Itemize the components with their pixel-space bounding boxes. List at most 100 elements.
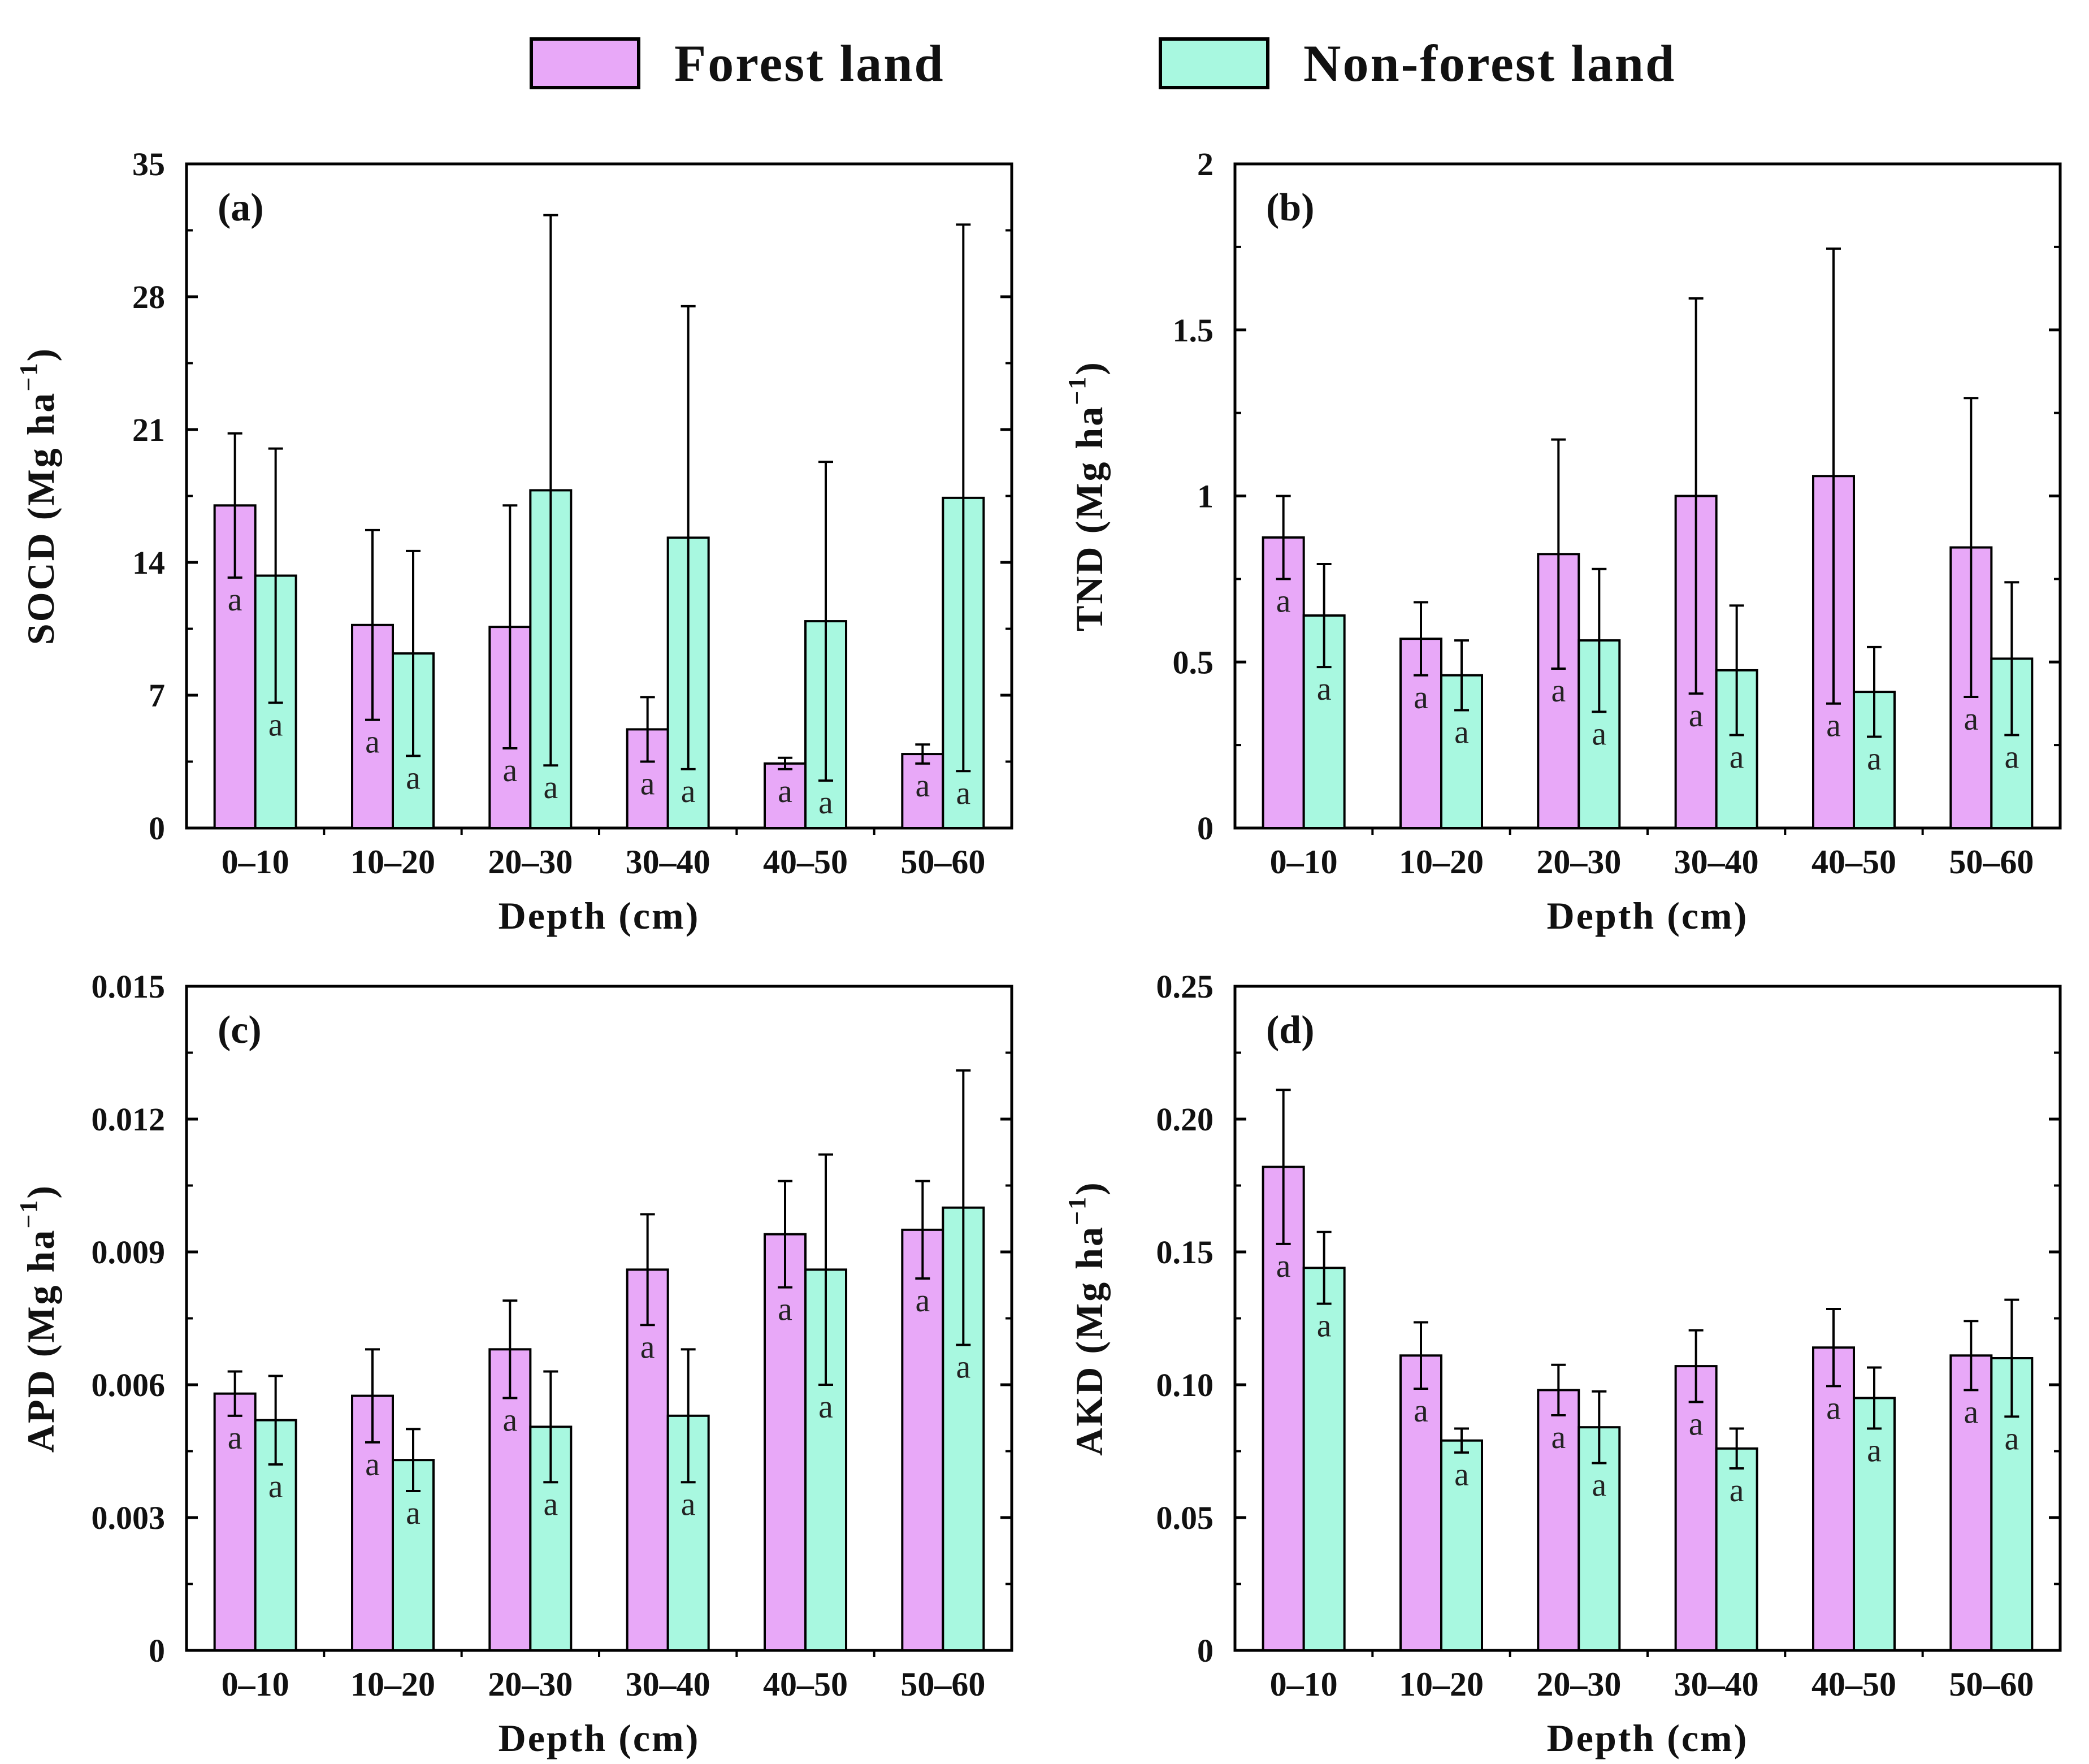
bar-forest [1262,536,1305,829]
bar-nonforest [1577,1426,1621,1652]
significance-letter: a [2004,1420,2019,1457]
x-axis-title: Depth (cm) [1547,1717,1749,1759]
significance-letter: a [956,1349,970,1385]
x-tick-label: 20–30 [1536,843,1621,881]
significance-letter: a [2004,739,2019,775]
x-tick-label: 50–60 [1949,1666,2034,1703]
y-tick-label: 0 [149,1632,165,1669]
x-tick-label: 30–40 [626,1666,710,1703]
significance-letter: a [1867,1432,1882,1469]
significance-letter: a [365,1446,380,1483]
chart-panel-2: 00.511.520–10 10–20 20–30 30–40 40–50 50–60aa… [1063,146,2062,937]
significance-letter: a [956,774,970,811]
significance-letter: a [1826,1389,1841,1426]
y-axis-title: AKD (Mg ha−1) [1063,1181,1111,1456]
y-tick-label: 0 [1197,1632,1213,1669]
bar-nonforest [1715,1447,1758,1652]
y-tick-label: 0.003 [92,1499,166,1536]
y-axis-title: APD (Mg ha−1) [15,1184,62,1453]
x-tick-label: 40–50 [763,1666,848,1703]
plot-frame [1233,985,2062,1652]
x-tick-label: 20–30 [488,843,573,881]
x-tick-label: 0–10 [1270,1666,1338,1703]
panel-label: (d) [1266,1008,1315,1052]
bar-forest [1949,1354,1993,1652]
significance-letter: a [406,1494,421,1531]
y-tick-label: 21 [132,411,165,448]
bar-nonforest [1853,1397,1896,1652]
legend-swatch-forest [530,37,640,89]
y-axis-title-exponent: −1 [1063,1195,1091,1225]
x-tick-label: 0–10 [222,843,289,881]
y-tick-label: 0.009 [92,1234,166,1271]
y-axis-title-close: ) [19,347,62,362]
significance-letter: a [1867,740,1882,777]
bar-forest [351,623,394,830]
significance-letter: a [681,1485,696,1522]
bar-forest [1399,1354,1442,1652]
significance-letter: a [502,752,517,788]
significance-letter: a [915,767,930,804]
bar-forest [1537,1389,1580,1652]
x-axis-title: Depth (cm) [499,894,700,937]
x-axis-title: Depth (cm) [1547,894,1749,937]
plot-frame [185,985,1013,1652]
panel-label: (b) [1266,186,1315,229]
y-tick-label: 14 [132,544,165,581]
significance-letter: a [502,1402,517,1438]
y-tick-label: 0.5 [1173,644,1214,681]
y-tick-label: 35 [132,146,165,183]
x-tick-label: 0–10 [222,1666,289,1703]
y-axis-title-close: ) [19,1184,62,1199]
x-tick-label: 40–50 [763,843,848,881]
chart-panel-3: 0 0.003 0.006 0.009 0.012 0.015 0–10 10–20 20–30… [15,968,1013,1759]
bar-forest [1674,1365,1718,1652]
significance-letter: a [1276,582,1291,619]
panel-label: (c) [218,1008,262,1052]
chart-panel-4: 0 0.05 0.10 0.15 0.20 0.25 0–10 10–20 20–30 30–40… [1063,968,2062,1759]
significance-letter: a [681,773,696,809]
y-axis-title-exponent: −1 [1063,375,1091,405]
significance-letter: a [1826,707,1841,744]
y-tick-label: 0 [149,810,165,847]
y-tick-label: 0.05 [1156,1499,1214,1536]
y-tick-label: 0.006 [92,1367,166,1403]
significance-letter: a [268,706,283,743]
significance-letter: a [228,1419,242,1456]
y-tick-label: 28 [132,279,165,315]
legend-swatch-nonforest [1159,37,1269,89]
y-axis-title-main: AKD (Mg ha [1068,1225,1111,1456]
y-axis-title-close: ) [1068,1181,1111,1195]
legend: Forest land Non-forest land [0,0,2089,113]
significance-letter: a [1689,1406,1704,1442]
x-tick-label: 10–20 [1399,1666,1484,1703]
significance-letter: a [640,765,655,802]
significance-letter: a [818,784,833,821]
significance-letter: a [228,581,242,618]
x-tick-label: 0–10 [1270,843,1338,881]
significance-letter: a [1592,715,1606,752]
y-axis-title-main: SOCD (Mg ha [19,392,62,645]
legend-item-nonforest: Non-forest land [1159,34,1676,92]
legend-label-nonforest: Non-forest land [1303,34,1676,92]
x-tick-label: 30–40 [1674,1666,1759,1703]
significance-letter: a [1730,739,1744,775]
significance-letter: a [1414,1392,1428,1429]
x-tick-label: 20–30 [488,1666,573,1703]
significance-letter: a [1317,670,1332,707]
x-tick-label: 10–20 [350,843,435,881]
bar-forest [901,753,944,829]
y-tick-label: 0 [1197,810,1213,847]
significance-letter: a [1317,1307,1332,1344]
x-tick-label: 50–60 [1949,843,2034,881]
y-axis-title-main: TND (Mg ha [1068,405,1111,631]
y-tick-label: 0.15 [1156,1234,1214,1271]
y-tick-label: 0.20 [1156,1101,1214,1138]
significance-letter: a [1964,700,1978,737]
x-axis-title: Depth (cm) [499,1717,700,1759]
panel-label: (a) [218,186,264,229]
significance-letter: a [1730,1472,1744,1509]
x-tick-label: 20–30 [1536,1666,1621,1703]
legend-item-forest: Forest land [530,34,945,92]
y-tick-label: 0.25 [1156,968,1214,1005]
